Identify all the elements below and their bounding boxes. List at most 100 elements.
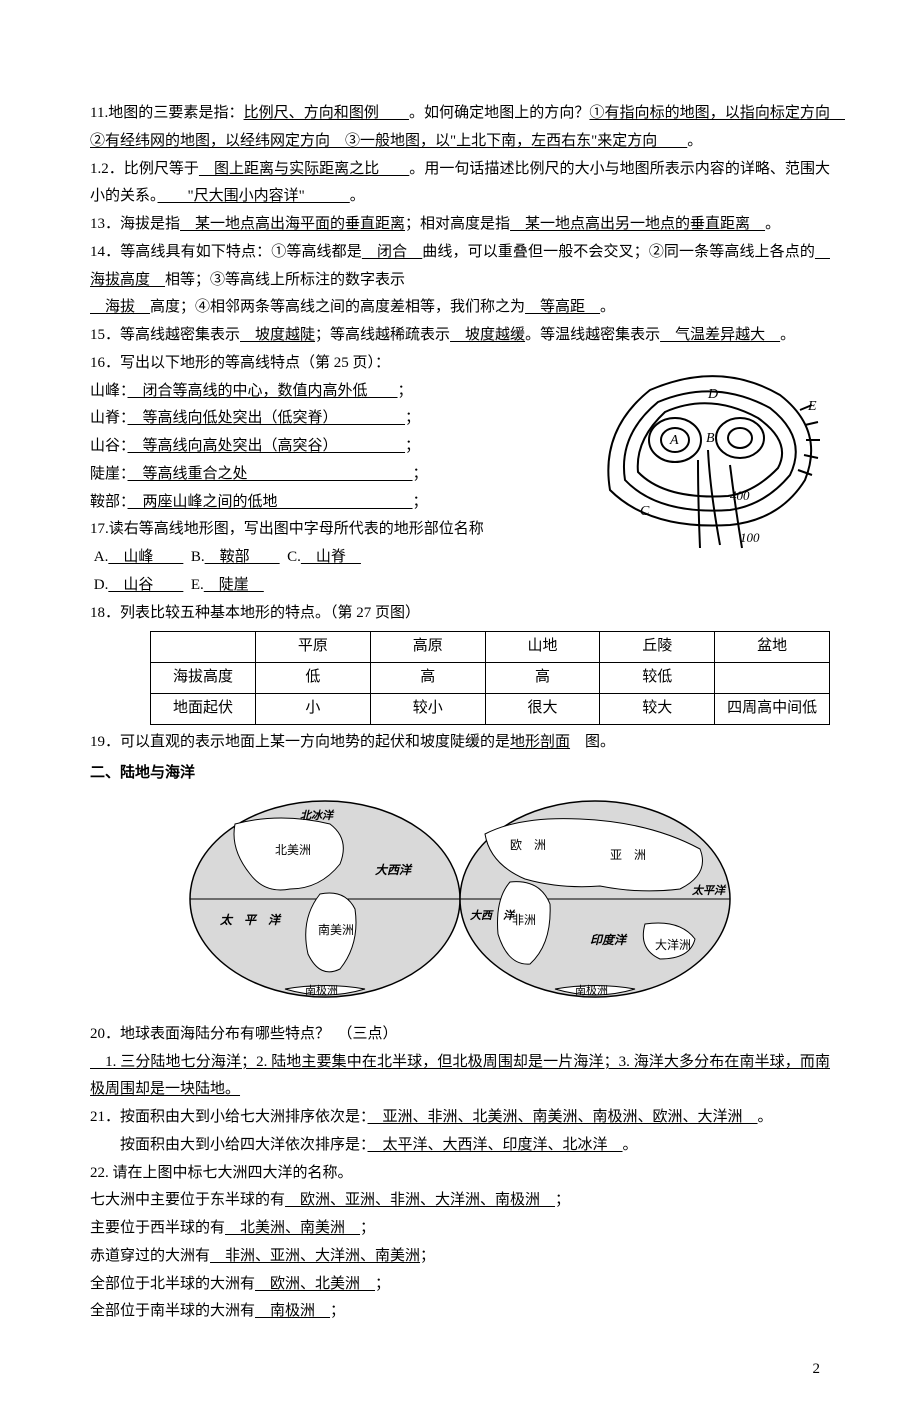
- q16-label: 山谷：: [90, 438, 128, 454]
- svg-text:欧 洲: 欧 洲: [510, 838, 546, 852]
- q16-answer: 等高线向高处突出（高突谷）: [128, 438, 406, 454]
- svg-text:非洲: 非洲: [512, 913, 536, 927]
- q22-line: 主要位于西半球的有 北美洲、南美洲 ；: [90, 1215, 830, 1243]
- q21-l1: 21．按面积由大到小给七大洲排序依次是：: [90, 1109, 368, 1125]
- q16-answer: 等高线向低处突出（低突脊）: [128, 410, 406, 426]
- table-cell: 较低: [600, 663, 715, 694]
- q21-t2: 。: [623, 1137, 638, 1153]
- q21-a2: 太平洋、大西洋、印度洋、北冰洋: [368, 1137, 623, 1153]
- q15-a2: 坡度越缓: [450, 327, 525, 343]
- table-cell: 较小: [370, 693, 485, 724]
- q16-label: 鞍部：: [90, 494, 128, 510]
- q16-label: 陡崖：: [90, 466, 128, 482]
- table-cell: 较大: [600, 693, 715, 724]
- q12-ans2: "尺大围小内容详": [158, 188, 350, 204]
- question-21a: 21．按面积由大到小给七大洲排序依次是： 亚洲、非洲、北美洲、南美洲、南极洲、欧…: [90, 1104, 830, 1132]
- q14-m1: 曲线，可以重叠但一般不会交叉；②同一条等高线上各点的: [422, 244, 815, 260]
- q22-tail: ；: [360, 1220, 375, 1236]
- question-20-ans: 1. 三分陆地七分海洋；2. 陆地主要集中在北半球，但北极周围却是一片海洋；3.…: [90, 1049, 830, 1105]
- svg-text:南美洲: 南美洲: [318, 922, 354, 937]
- q22-line: 全部位于南半球的大洲有 南极洲 ；: [90, 1298, 830, 1326]
- q17-D-a: 山谷: [108, 577, 183, 593]
- table-header: 平原: [256, 632, 371, 663]
- q13-lead: 13．海拔是指: [90, 216, 180, 232]
- svg-text:南极洲: 南极洲: [305, 983, 338, 997]
- svg-text:大洋洲: 大洋洲: [655, 937, 691, 952]
- q17-B-a: 鞍部: [205, 549, 280, 565]
- q17-B-l: B.: [191, 549, 205, 565]
- table-cell: 低: [256, 663, 371, 694]
- table-cell: 高: [370, 663, 485, 694]
- q13-ans2: 某一地点高出另一地点的垂直距离: [510, 216, 765, 232]
- page-number: 2: [90, 1356, 830, 1384]
- q22-line: 全部位于北半球的大洲有 欧洲、北美洲 ；: [90, 1271, 830, 1299]
- q14-m3: 高度；④相邻两条等高线之间的高度差相等，我们称之为: [150, 299, 525, 315]
- q15-a3: 气温差异越大: [660, 327, 780, 343]
- svg-text:400: 400: [730, 488, 750, 503]
- q11-mid: 。如何确定地图上的方向？: [409, 105, 589, 121]
- table-cell: 高: [485, 663, 600, 694]
- q16-label: 山峰：: [90, 383, 128, 399]
- q22-tail: ；: [555, 1192, 570, 1208]
- svg-text:E: E: [807, 399, 817, 414]
- question-14b: 海拔 高度；④相邻两条等高线之间的高度差相等，我们称之为 等高距 。: [90, 294, 830, 322]
- svg-text:A: A: [669, 433, 679, 448]
- q14-l1: 14．等高线具有如下特点：①等高线都是: [90, 244, 362, 260]
- q17-D-l: D.: [94, 577, 109, 593]
- svg-text:北冰洋: 北冰洋: [300, 809, 335, 822]
- q21-l2: 按面积由大到小给四大洋依次排序是：: [120, 1137, 368, 1153]
- q16-answer: 闭合等高线的中心，数值内高外低: [128, 383, 398, 399]
- question-19: 19．可以直观的表示地面上某一方向地势的起伏和坡度陡缓的是地形剖面 图。: [90, 729, 830, 757]
- q12-ans1: 图上距离与实际距离之比: [199, 161, 409, 177]
- q14-a4: 等高距: [525, 299, 600, 315]
- contour-figure: A B C D E 400 100: [580, 350, 830, 550]
- svg-text:北美洲: 北美洲: [275, 843, 311, 857]
- q22-lead: 全部位于北半球的大洲有: [90, 1276, 255, 1292]
- q22-ans: 北美洲、南美洲: [225, 1220, 360, 1236]
- q22-ans: 南极洲: [255, 1303, 330, 1319]
- svg-text:100: 100: [740, 530, 760, 545]
- question-22-lines: 七大洲中主要位于东半球的有 欧洲、亚洲、非洲、大洋洲、南极洲 ；主要位于西半球的…: [90, 1187, 830, 1326]
- q19-lead: 19．可以直观的表示地面上某一方向地势的起伏和坡度陡缓的是: [90, 734, 510, 750]
- world-map: 北美洲 南美洲 大西洋 太 平 洋 北冰洋 南极洲 欧 洲 亚 洲 非洲 大西 …: [90, 794, 830, 1015]
- question-20-title: 20．地球表面海陆分布有哪些特点？ （三点）: [90, 1021, 830, 1049]
- q15-a1: 坡度越陡: [240, 327, 315, 343]
- q14-a3: 海拔: [90, 299, 150, 315]
- table-cell: 地面起伏: [151, 693, 256, 724]
- table-row: 海拔高度低高高较低: [151, 663, 830, 694]
- q14-tail: 。: [600, 299, 615, 315]
- svg-text:太 平 洋: 太 平 洋: [219, 913, 282, 927]
- table-header: 盆地: [715, 632, 830, 663]
- q22-ans: 欧洲、北美洲: [255, 1276, 375, 1292]
- q12-lead: 1.2．比例尺等于: [90, 161, 199, 177]
- table-header: 丘陵: [600, 632, 715, 663]
- table-cell: [715, 663, 830, 694]
- q22-ans: 非洲、亚洲、大洋洲、南美洲: [210, 1248, 420, 1264]
- q22-tail: ；: [330, 1303, 345, 1319]
- svg-text:大西 洋: 大西 洋: [470, 909, 516, 922]
- q22-lead: 全部位于南半球的大洲有: [90, 1303, 255, 1319]
- q13-mid: ；相对高度是指: [405, 216, 510, 232]
- table-row: 地面起伏小较小很大较大四周高中间低: [151, 693, 830, 724]
- q17-C-l: C.: [287, 549, 301, 565]
- q22-lead: 主要位于西半球的有: [90, 1220, 225, 1236]
- question-12: 1.2．比例尺等于 图上距离与实际距离之比 。用一句话描述比例尺的大小与地图所表…: [90, 156, 830, 212]
- question-22-title: 22. 请在上图中标七大洲四大洋的名称。: [90, 1160, 830, 1188]
- q11-ans1: 比例尺、方向和图例: [244, 105, 409, 121]
- q22-lead: 赤道穿过的大洲有: [90, 1248, 210, 1264]
- q17-A-l: A.: [94, 549, 109, 565]
- svg-text:太平洋: 太平洋: [691, 884, 727, 897]
- q11-lead: 11.地图的三要素是指：: [90, 105, 244, 121]
- question-17-row2: D. 山谷 E. 陡崖: [90, 572, 830, 600]
- q22-tail: ；: [420, 1248, 435, 1264]
- q21-a1: 亚洲、非洲、北美洲、南美洲、南极洲、欧洲、大洋洲: [368, 1109, 758, 1125]
- table-header: 山地: [485, 632, 600, 663]
- table-cell: 海拔高度: [151, 663, 256, 694]
- q22-lead: 七大洲中主要位于东半球的有: [90, 1192, 285, 1208]
- question-13: 13．海拔是指 某一地点高出海平面的垂直距离；相对高度是指 某一地点高出另一地点…: [90, 211, 830, 239]
- svg-text:D: D: [707, 387, 718, 402]
- q15-m2: 。等温线越密集表示: [525, 327, 660, 343]
- q21-t1: 。: [758, 1109, 773, 1125]
- table-cell: 四周高中间低: [715, 693, 830, 724]
- q19-ans: 地形剖面: [510, 734, 570, 750]
